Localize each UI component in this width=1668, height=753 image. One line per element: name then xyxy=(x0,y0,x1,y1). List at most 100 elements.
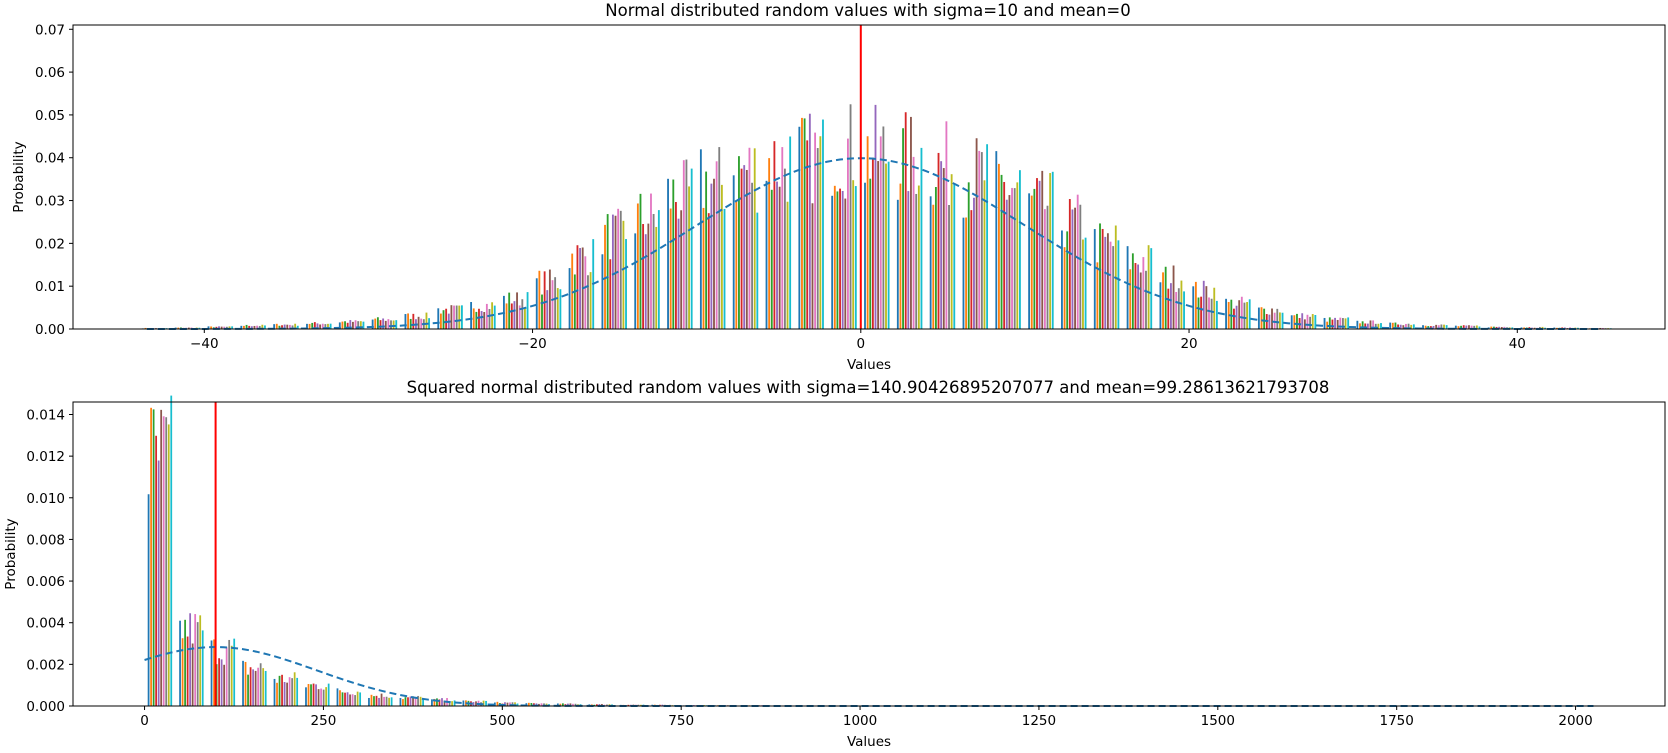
bar xyxy=(554,277,557,329)
y-axis-ticks: 0.000 0.002 0.004 0.006 0.008 0.010 0.012 0.014 xyxy=(26,407,73,715)
bar xyxy=(702,207,705,329)
bar xyxy=(601,254,604,329)
bar xyxy=(879,136,882,329)
bar xyxy=(836,191,839,329)
bar xyxy=(1200,296,1203,329)
bar xyxy=(281,325,283,329)
bar xyxy=(210,640,213,706)
bar xyxy=(770,189,773,329)
bar xyxy=(526,292,529,329)
bar xyxy=(419,696,422,706)
bar xyxy=(518,305,521,329)
bar xyxy=(756,212,759,329)
x-tick-label: 1250 xyxy=(1022,713,1056,729)
bar xyxy=(433,698,436,706)
bar xyxy=(811,203,814,329)
y-axis-label: Probability xyxy=(11,141,27,212)
bar xyxy=(422,699,424,706)
bar xyxy=(1303,319,1306,329)
bar xyxy=(803,118,806,329)
bar xyxy=(1347,317,1350,329)
bar xyxy=(1175,291,1178,329)
bar xyxy=(362,321,365,329)
bar xyxy=(705,171,708,329)
bar xyxy=(611,214,614,329)
bar xyxy=(657,210,660,329)
x-tick-label: 1750 xyxy=(1380,713,1414,729)
bar xyxy=(596,704,598,706)
bar xyxy=(932,204,935,329)
bar xyxy=(1460,325,1463,329)
bar xyxy=(1104,236,1107,329)
bar xyxy=(189,613,192,706)
bar xyxy=(1096,262,1099,329)
bar xyxy=(920,147,923,329)
bar xyxy=(1498,326,1501,329)
bar xyxy=(639,193,642,329)
bar xyxy=(379,320,382,329)
bar xyxy=(296,325,299,329)
bar xyxy=(556,288,559,329)
bar xyxy=(1197,297,1200,329)
bar xyxy=(1473,325,1476,329)
bar xyxy=(1210,298,1213,329)
bar xyxy=(732,175,735,329)
bar xyxy=(573,274,576,329)
bar xyxy=(1334,317,1336,329)
bar xyxy=(1369,320,1372,329)
bar xyxy=(1556,327,1558,329)
bar xyxy=(450,305,453,329)
bar xyxy=(538,703,540,706)
bar xyxy=(380,693,383,706)
bar xyxy=(485,303,488,329)
bar xyxy=(437,308,440,329)
bar xyxy=(669,208,672,329)
bar xyxy=(1013,188,1016,329)
bar xyxy=(346,322,349,329)
bar xyxy=(1470,325,1473,329)
bar xyxy=(814,132,817,329)
bar xyxy=(1424,325,1427,329)
bar xyxy=(368,697,370,706)
bar xyxy=(661,704,664,706)
bar xyxy=(179,620,181,706)
bar xyxy=(352,321,354,329)
bar xyxy=(1230,299,1233,329)
bar xyxy=(1323,317,1326,329)
chart-title: Squared normal distributed random values… xyxy=(407,378,1330,397)
bar xyxy=(395,320,398,329)
bar xyxy=(359,692,362,706)
bar xyxy=(738,156,740,329)
y-tick-label: 0.008 xyxy=(26,532,65,548)
bar xyxy=(950,174,953,329)
subplot-normal: Normal distributed random values with si… xyxy=(11,1,1666,373)
bar xyxy=(1180,280,1183,329)
bar xyxy=(899,183,902,329)
bar xyxy=(1112,246,1115,329)
bar xyxy=(351,694,354,706)
bar xyxy=(942,168,945,329)
bar xyxy=(283,324,286,329)
bar xyxy=(978,150,981,329)
bar xyxy=(305,687,307,706)
bar xyxy=(420,318,423,329)
bar xyxy=(311,322,314,329)
bar xyxy=(1126,246,1129,329)
bar xyxy=(559,289,562,329)
bar xyxy=(327,323,329,329)
bar xyxy=(1068,199,1071,329)
bar xyxy=(707,213,710,329)
bar xyxy=(1076,194,1079,329)
bar xyxy=(778,186,781,329)
bar xyxy=(505,303,508,329)
bar xyxy=(569,703,572,706)
bar xyxy=(341,321,344,329)
bar xyxy=(887,161,890,329)
bar xyxy=(1106,233,1109,329)
bar xyxy=(789,136,792,329)
bar xyxy=(1238,300,1241,329)
bar xyxy=(414,697,417,706)
bar xyxy=(191,643,194,706)
bar xyxy=(589,272,592,329)
bar xyxy=(317,689,320,706)
